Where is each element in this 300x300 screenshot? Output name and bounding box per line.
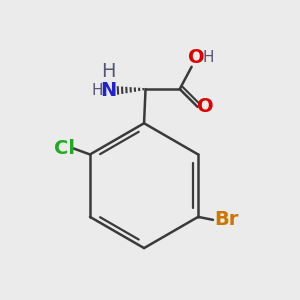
Text: H: H [91,83,103,98]
Text: H: H [203,50,214,65]
Text: H: H [101,62,116,81]
Text: O: O [197,98,213,116]
Text: Cl: Cl [54,139,75,158]
Text: N: N [100,81,116,100]
Text: Br: Br [214,210,238,229]
Text: O: O [188,48,204,68]
